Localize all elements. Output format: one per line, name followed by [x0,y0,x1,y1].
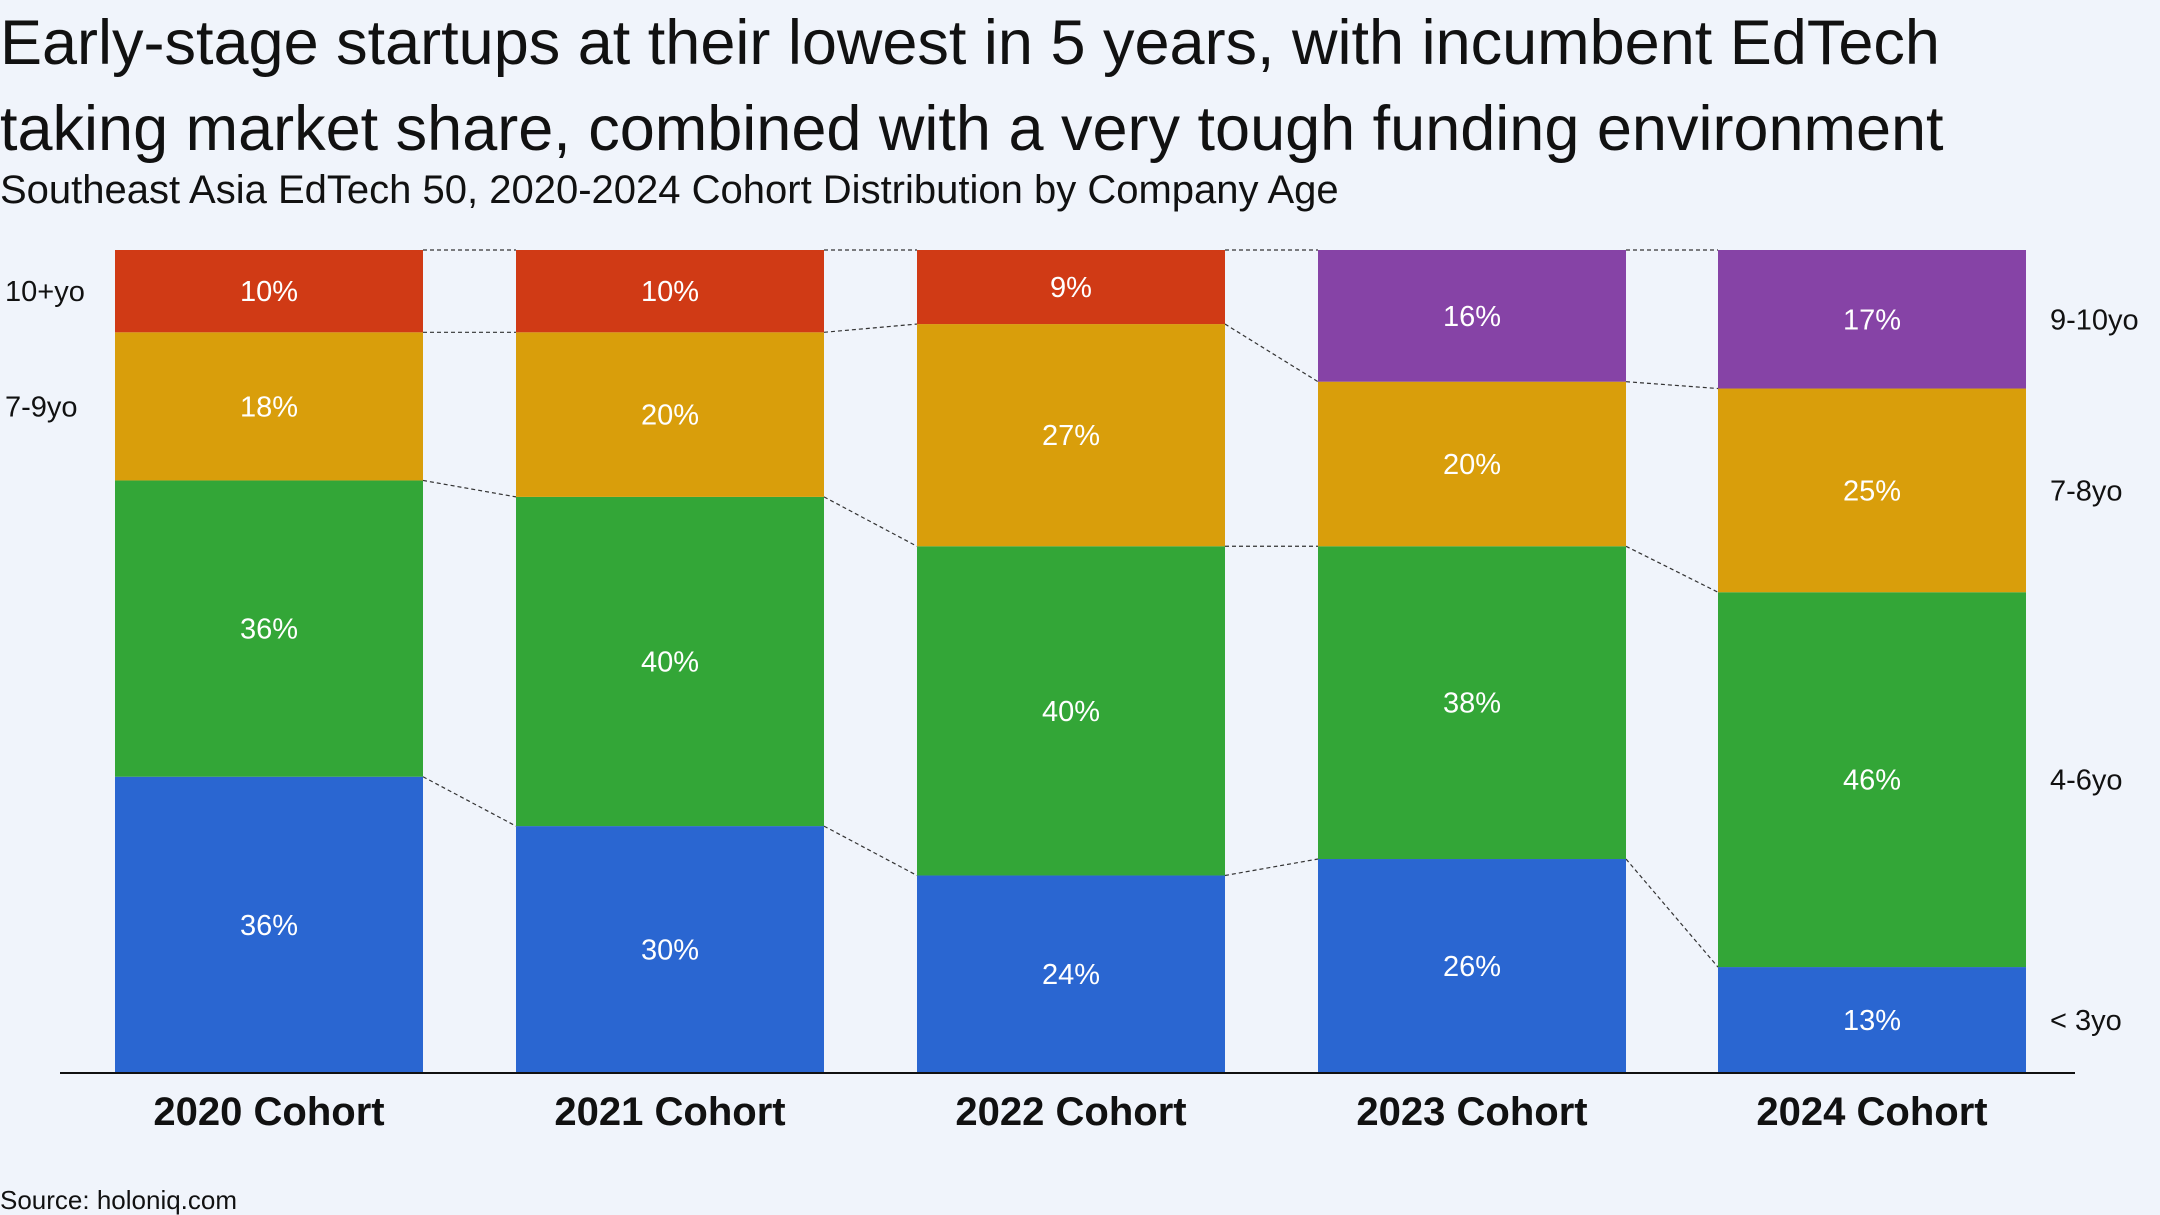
data-label-2023-cohort-7-8yo: 20% [1443,449,1501,481]
data-label-2023-cohort-3yo: 26% [1443,951,1501,983]
data-label-2021-cohort-3yo: 30% [641,935,699,967]
bar-2022-cohort-3yo [917,875,1225,1073]
bar-2023-cohort-3yo [1318,859,1626,1073]
bar-2020-cohort-4-6yo [115,480,423,777]
category-label-2021-cohort: 2021 Cohort [554,1090,785,1134]
legend-label-9-10yo: 9-10yo [2050,304,2139,336]
bar-2020-cohort-7-9yo [115,332,423,481]
bar-2023-cohort-9-10yo [1318,250,1626,382]
series-legend: 10+yo 7-9yo 9-10yo 7-8yo 4-6yo < 3yo [5,276,2139,1037]
bar-2024-cohort-9-10yo [1718,250,2026,389]
connector-line [1625,858,1719,968]
connector-line [823,496,918,547]
bar-2021-cohort-3yo [516,826,824,1073]
data-label-2024-cohort-7-8yo: 25% [1843,475,1901,507]
category-label-2020-cohort: 2020 Cohort [153,1090,384,1134]
bar-2023-cohort-7-8yo [1318,381,1626,547]
legend-label-10-yo: 10+yo [5,276,85,308]
title-line-2: taking market share, combined with a ver… [0,94,1944,164]
bar-2024-cohort-3yo [1718,967,2026,1073]
data-label-2020-cohort-4-6yo: 36% [240,614,298,646]
connector-line [422,776,517,827]
data-label-2023-cohort-4-6yo: 38% [1443,688,1501,720]
connector-line [1224,323,1319,383]
legend-label-7-9yo: 7-9yo [5,391,78,423]
data-label-2021-cohort-4-6yo: 40% [641,647,699,679]
legend-label-3yo: < 3yo [2050,1005,2122,1037]
bar-2021-cohort-10-yo [516,250,824,333]
data-label-2022-cohort-10-yo: 9% [1050,272,1092,304]
bar-2022-cohort-4-6yo [917,546,1225,876]
bar-2023-cohort-4-6yo [1318,546,1626,860]
connector-lines [422,249,1719,968]
data-label-2024-cohort-9-10yo: 17% [1843,304,1901,336]
data-label-2024-cohort-3yo: 13% [1843,1005,1901,1037]
chart-subtitle: Southeast Asia EdTech 50, 2020-2024 Coho… [0,168,1339,212]
bar-2021-cohort-4-6yo [516,496,824,827]
legend-label-7-8yo: 7-8yo [2050,475,2123,507]
bar-2024-cohort-4-6yo [1718,592,2026,968]
data-label-2020-cohort-10-yo: 10% [240,276,298,308]
bar-2020-cohort-3yo [115,776,423,1073]
data-label-2021-cohort-7-9yo: 20% [641,400,699,432]
chart-title: Early-stage startups at their lowest in … [0,0,2160,172]
data-label-2024-cohort-4-6yo: 46% [1843,765,1901,797]
legend-label-4-6yo: 4-6yo [2050,765,2123,797]
data-label-2020-cohort-3yo: 36% [240,910,298,942]
connector-line [1625,381,1719,390]
connector-line [422,479,517,498]
source-note: Source: holoniq.com [0,1185,238,1215]
data-label-2021-cohort-10-yo: 10% [641,276,699,308]
connector-line [823,323,918,333]
bar-2022-cohort-7-9yo [917,324,1225,547]
bar-2021-cohort-7-9yo [516,332,824,497]
category-label-2024-cohort: 2024 Cohort [1756,1090,1987,1134]
bar-2024-cohort-7-8yo [1718,388,2026,593]
bar-segments [115,250,2026,1073]
bar-2020-cohort-10-yo [115,250,423,333]
title-line-1: Early-stage startups at their lowest in … [0,8,1940,78]
data-label-2023-cohort-9-10yo: 16% [1443,301,1501,333]
segment-labels: 36% 36% 18% 10% 30% 40% 20% 10% 24% 40% 27% 9% 26% 38… [240,272,1901,1037]
data-label-2022-cohort-7-9yo: 27% [1042,420,1100,452]
connector-line [823,825,918,877]
data-label-2022-cohort-4-6yo: 40% [1042,696,1100,728]
data-label-2022-cohort-3yo: 24% [1042,959,1100,991]
connector-line [1625,545,1719,593]
data-label-2020-cohort-7-9yo: 18% [240,391,298,423]
category-label-2022-cohort: 2022 Cohort [955,1090,1186,1134]
connector-line [1224,858,1319,877]
category-label-2023-cohort: 2023 Cohort [1356,1090,1587,1134]
category-labels: 2020 Cohort 2021 Cohort 2022 Cohort 2023 Co… [153,1090,1987,1134]
bar-2022-cohort-10-yo [917,250,1225,325]
